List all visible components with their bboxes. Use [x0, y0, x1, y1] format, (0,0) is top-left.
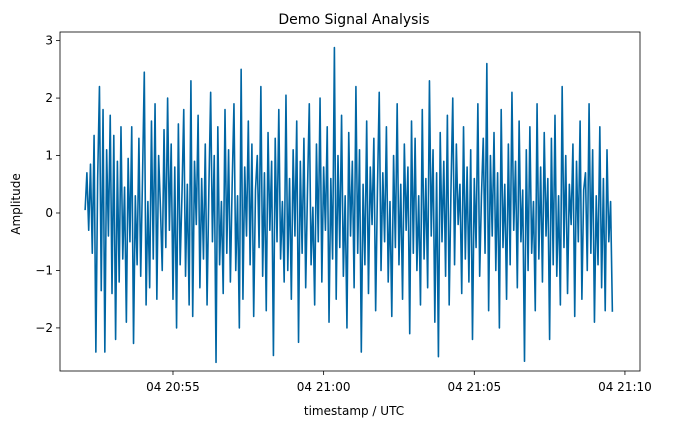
x-tick-label-1: 04 21:00: [297, 380, 351, 394]
plot-area: [59, 31, 641, 372]
y-tick-label-4: 2: [45, 91, 53, 105]
x-tick-label-3: 04 21:10: [598, 380, 652, 394]
x-tick-label-0: 04 20:55: [146, 380, 200, 394]
x-tick-label-2: 04 21:05: [447, 380, 501, 394]
y-tick-label-0: −2: [35, 321, 53, 335]
y-tick-label-1: −1: [35, 263, 53, 277]
y-axis-label: Amplitude: [9, 173, 23, 235]
plot-frame: [59, 31, 641, 372]
series-line-0: [84, 46, 614, 364]
y-axis: −2 −1 0 1 2 3: [35, 34, 60, 335]
x-axis: 04 20:55 04 21:00 04 21:05 04 21:10: [146, 371, 652, 394]
y-tick-label-3: 1: [45, 149, 53, 163]
x-axis-label: timestamp / UTC: [304, 404, 404, 418]
y-tick-label-2: 0: [45, 206, 53, 220]
y-tick-label-5: 3: [45, 34, 53, 48]
chart-title: Demo Signal Analysis: [278, 12, 429, 28]
